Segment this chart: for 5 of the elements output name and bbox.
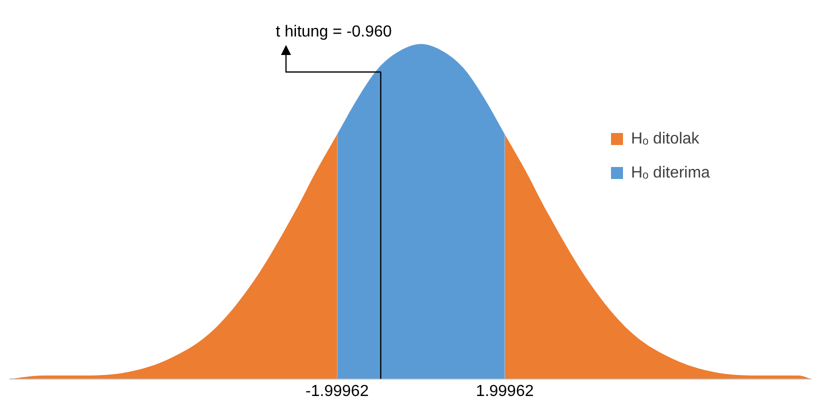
legend-label: Hₒ ditolak [631,130,700,148]
legend-label: Hₒ diterima [631,164,710,182]
x-tick-label: -1.99962 [306,382,369,400]
ref-line-label: t hitung = -0.960 [276,23,392,40]
x-tick-label: 1.99962 [476,382,534,400]
